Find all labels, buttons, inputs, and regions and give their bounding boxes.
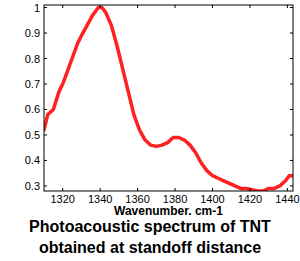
x-axis-label: Wavenumber, cm-1	[114, 204, 223, 215]
y-tick	[44, 109, 47, 110]
title: Photoacoustic spectrum of TNT obtained a…	[5, 216, 295, 258]
spectrum-line	[44, 8, 293, 191]
y-tick	[44, 33, 47, 34]
y-tick-label: 0.9	[25, 27, 40, 39]
y-tick	[290, 134, 293, 135]
x-tick-label: 1320	[50, 193, 74, 205]
x-tick	[175, 5, 176, 8]
x-tick	[100, 5, 101, 8]
chart: 13201340136013801400142014400.30.40.50.6…	[0, 0, 300, 215]
y-tick	[290, 109, 293, 110]
x-tick	[212, 188, 213, 191]
y-tick-label: 0.3	[25, 180, 40, 192]
y-tick	[44, 83, 47, 84]
x-tick	[249, 5, 250, 8]
y-tick-label: 0.4	[25, 154, 40, 166]
x-tick	[249, 188, 250, 191]
y-tick-label: 1	[34, 2, 40, 14]
y-tick-label: 0.8	[25, 53, 40, 65]
y-tick	[44, 185, 47, 186]
plot-area	[44, 8, 293, 191]
x-tick	[62, 188, 63, 191]
y-tick	[44, 58, 47, 59]
y-tick	[290, 185, 293, 186]
x-tick-label: 1340	[88, 193, 112, 205]
y-tick	[44, 134, 47, 135]
x-tick	[137, 5, 138, 8]
y-tick	[290, 160, 293, 161]
x-tick	[62, 5, 63, 8]
y-tick	[44, 7, 47, 8]
x-tick	[100, 188, 101, 191]
y-tick-label: 0.6	[25, 103, 40, 115]
x-tick	[212, 5, 213, 8]
x-tick	[175, 188, 176, 191]
x-tick-label: 1420	[238, 193, 262, 205]
x-tick	[137, 188, 138, 191]
x-tick	[287, 188, 288, 191]
y-tick	[290, 83, 293, 84]
y-tick	[44, 160, 47, 161]
y-tick	[290, 58, 293, 59]
y-tick-label: 0.5	[25, 129, 40, 141]
y-tick	[290, 7, 293, 8]
plot-frame	[44, 5, 293, 191]
y-tick-label: 0.7	[25, 78, 40, 90]
x-tick	[287, 5, 288, 8]
x-tick-label: 1440	[275, 193, 299, 205]
y-tick	[290, 33, 293, 34]
